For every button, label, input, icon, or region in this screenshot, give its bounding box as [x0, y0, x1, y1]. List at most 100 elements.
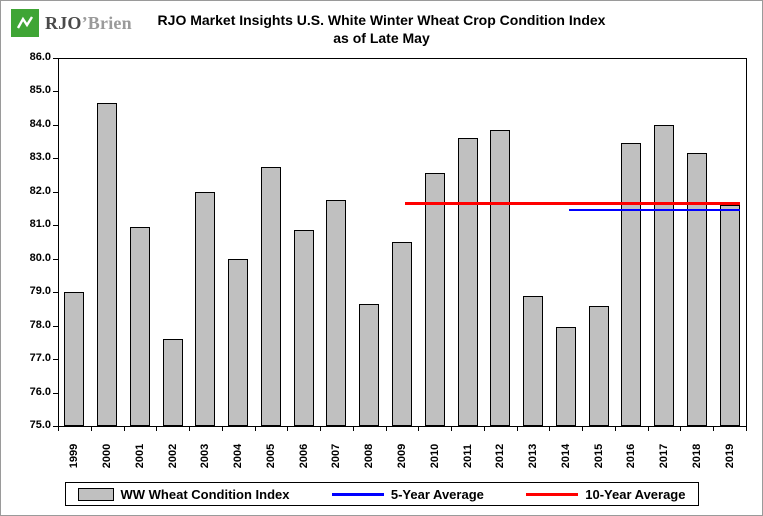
x-axis-label-2005: 2005: [264, 443, 277, 469]
x-axis-label-2019: 2019: [723, 443, 736, 469]
bar-2001: [130, 226, 150, 426]
y-tick-label: 86.0: [29, 51, 51, 63]
x-axis-label-2009: 2009: [396, 443, 408, 469]
x-tick-mark: [353, 427, 354, 431]
bar-2012: [490, 129, 510, 426]
bar-2010: [425, 173, 445, 426]
y-tick-label: 75.0: [29, 419, 51, 431]
x-axis-label-2016: 2016: [625, 443, 638, 469]
bar-2008: [359, 303, 379, 426]
y-tick-label: 85.0: [29, 84, 51, 96]
bar-2019: [720, 205, 740, 426]
rjo-brien-logo: RJO’Brien: [11, 9, 132, 37]
x-axis-label-2010: 2010: [428, 443, 441, 469]
x-axis-label-2006: 2006: [297, 443, 310, 469]
legend-item-condition-index: WW Wheat Condition Index: [77, 486, 290, 502]
bar-2003: [195, 191, 215, 426]
y-tick-mark: [53, 393, 58, 394]
legend-label-10-year-average: 10-Year Average: [585, 486, 686, 502]
y-tick-label: 77.0: [29, 352, 51, 364]
legend-label-condition-index: WW Wheat Condition Index: [120, 486, 290, 502]
x-axis-label-1999: 1999: [68, 443, 81, 469]
x-axis-label-2007: 2007: [330, 443, 343, 469]
x-tick-mark: [418, 427, 419, 431]
x-tick-mark: [124, 427, 125, 431]
legend-item-10-year-average: 10-Year Average: [526, 487, 685, 502]
bar-2005: [261, 166, 281, 426]
x-tick-mark: [222, 427, 223, 431]
ten-year-average-line-swatch: [526, 492, 579, 496]
legend-label-5-year-average: 5-Year Average: [390, 486, 484, 502]
y-tick-mark: [53, 158, 58, 159]
x-tick-mark: [517, 427, 518, 431]
x-axis-label-2001: 2001: [133, 443, 146, 469]
bar-2015: [589, 305, 609, 426]
y-tick-mark: [53, 292, 58, 293]
bar-series-swatch: [77, 487, 114, 501]
y-tick-label: 81.0: [29, 218, 51, 230]
plot-area: [58, 58, 747, 427]
x-axis-label-2014: 2014: [559, 443, 572, 469]
x-axis-label-2018: 2018: [690, 443, 703, 469]
x-tick-mark: [91, 427, 92, 431]
rjo-logo-icon: [11, 9, 39, 37]
y-tick-mark: [53, 125, 58, 126]
x-tick-mark: [746, 427, 747, 431]
bar-2004: [228, 258, 248, 426]
y-tick-label: 76.0: [29, 386, 51, 398]
x-axis-label-2013: 2013: [527, 443, 540, 469]
rjo-logo-wordmark: RJO’Brien: [45, 13, 132, 34]
x-axis-label-2003: 2003: [199, 443, 212, 469]
bar-2002: [163, 339, 183, 426]
bar-2009: [392, 242, 412, 426]
x-tick-mark: [615, 427, 616, 431]
y-tick-label: 84.0: [29, 118, 51, 130]
chart-title: RJO Market Insights U.S. White Winter Wh…: [157, 12, 606, 28]
chart-title-block: RJO Market Insights U.S. White Winter Wh…: [1, 11, 762, 47]
y-tick-mark: [53, 326, 58, 327]
y-tick-mark: [53, 259, 58, 260]
x-tick-mark: [582, 427, 583, 431]
x-tick-mark: [386, 427, 387, 431]
x-axis-label-2008: 2008: [363, 443, 376, 469]
x-tick-mark: [484, 427, 485, 431]
y-tick-label: 80.0: [29, 252, 51, 264]
y-tick-mark: [53, 426, 58, 427]
x-tick-mark: [451, 427, 452, 431]
bar-2011: [458, 138, 478, 426]
x-tick-mark: [189, 427, 190, 431]
chart-legend: WW Wheat Condition Index 5-Year Average …: [64, 482, 699, 506]
x-tick-mark: [680, 427, 681, 431]
y-tick-mark: [53, 58, 58, 59]
x-axis-label-2011: 2011: [461, 444, 474, 468]
y-tick-mark: [53, 192, 58, 193]
bar-2006: [294, 230, 314, 426]
bar-2000: [97, 103, 117, 426]
x-tick-mark: [156, 427, 157, 431]
x-tick-mark: [255, 427, 256, 431]
x-axis-label-2015: 2015: [592, 443, 605, 469]
x-axis-label-2000: 2000: [101, 443, 114, 469]
5-year-average-line: [568, 209, 740, 212]
y-tick-label: 78.0: [29, 319, 51, 331]
bar-2018: [687, 153, 707, 426]
bar-2013: [523, 295, 543, 426]
y-tick-label: 83.0: [29, 151, 51, 163]
bar-chart: 86.0 85.0 84.0 83.0 82.0 81.0 80.0 79.0 78.0 77.0…: [1, 51, 762, 481]
x-axis-label-2017: 2017: [658, 443, 671, 469]
logo-text-secondary: ’Brien: [81, 12, 132, 33]
x-tick-mark: [549, 427, 550, 431]
bar-2014: [556, 327, 576, 426]
legend-item-5-year-average: 5-Year Average: [331, 486, 484, 502]
logo-text-primary: RJO: [45, 12, 82, 33]
x-axis-label-2012: 2012: [494, 443, 507, 469]
bar-1999: [64, 292, 84, 426]
bar-2016: [621, 143, 641, 426]
y-tick-mark: [53, 91, 58, 92]
x-axis-label-2004: 2004: [232, 443, 245, 469]
y-tick-label: 82.0: [29, 185, 51, 197]
x-tick-mark: [58, 427, 59, 431]
x-tick-mark: [287, 427, 288, 431]
five-year-average-line-swatch: [331, 492, 384, 496]
